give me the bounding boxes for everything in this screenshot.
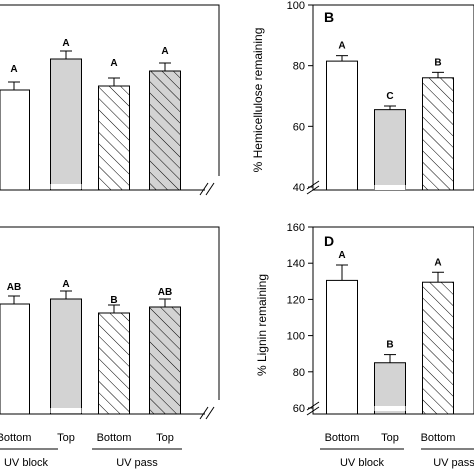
panel-a-frame: [0, 4, 220, 176]
panel-a-sig-3: A: [161, 46, 168, 57]
panel-d-ylabel: % Lignin remaining: [255, 274, 269, 376]
panel-a-bar-1: [50, 58, 82, 191]
panel-d-y-axis: 60 80 100 120 140 160: [287, 222, 320, 416]
panel-c-sig-2: B: [110, 295, 117, 306]
group-label-left-uv-pass: UV pass: [116, 457, 158, 469]
panel-d-letter: D: [324, 233, 334, 249]
panel-b-letter: B: [324, 9, 334, 25]
panel-d-ytick-label-3: 120: [287, 294, 305, 306]
panel-c-break-band: [50, 408, 82, 413]
group-label-left-uv-block: UV block: [4, 457, 49, 469]
group-label-right-uv-pass: UV pass: [433, 457, 474, 469]
panel-c-category-2: Bottom: [97, 432, 132, 444]
panel-c-category-1: Top: [57, 432, 75, 444]
panel-d-ytick-label-1: 80: [293, 367, 305, 379]
panel-b-ylabel: % Hemicellulose remaining: [251, 28, 265, 173]
panel-d-ytick-label-5: 160: [287, 222, 305, 234]
panel-b-ytick-label-0: 40: [293, 182, 305, 194]
panel-d-sig-0: A: [338, 250, 345, 261]
panel-c-bar-3: [149, 306, 181, 415]
panel-d: D % Lignin remaining 60 80 100 120 140 160 A B…: [255, 222, 474, 444]
panel-c-bar-2: [98, 312, 130, 415]
panel-b-sig-0: A: [338, 41, 345, 52]
panel-a-bar-0: [0, 89, 30, 191]
panel-a-sig-1: A: [62, 38, 69, 49]
panel-a-sig-0: A: [10, 64, 17, 75]
panel-c-frame: [0, 226, 220, 400]
panel-b-ybreak-2: [306, 185, 320, 195]
group-label-right-uv-block: UV block: [340, 457, 385, 469]
panel-b-bar-1: [374, 109, 406, 191]
panel-b-sig-2: B: [434, 57, 441, 68]
panel-d-ytick-label-0: 60: [293, 403, 305, 415]
panel-a-bar-3: [149, 70, 181, 191]
panel-d-break-band: [374, 406, 406, 411]
panel-d-sig-1: B: [386, 340, 393, 351]
panel-b-y-axis: 40 60 80 100: [287, 0, 320, 195]
panel-b-ytick-label-3: 100: [287, 0, 305, 12]
panel-d-ytick-label-2: 100: [287, 331, 305, 343]
panel-d-ytick-label-4: 140: [287, 258, 305, 270]
panel-a-break-mark-2: [205, 182, 215, 196]
panel-c-bar-0: [0, 303, 30, 415]
panel-b-sig-1: C: [386, 91, 393, 102]
panel-b-ytick-label-1: 60: [293, 121, 305, 133]
panel-c-bar-1: [50, 298, 82, 415]
panel-a-sig-2: A: [110, 58, 117, 69]
panel-b-ybreak-1: [306, 180, 320, 190]
panel-d-bars: A B A: [326, 250, 454, 415]
panel-c-category-0: Bottom: [0, 432, 31, 444]
panel-c-category-labels: Bottom Top Bottom Top: [0, 432, 174, 444]
panel-a: A A A A: [0, 4, 220, 196]
panel-b-break-band: [374, 185, 406, 190]
group-labels: UV block UV pass UV block UV pass: [0, 448, 474, 469]
panel-d-sig-2: A: [434, 257, 441, 268]
panel-c-sig-3: AB: [158, 287, 172, 298]
panel-b: B % Hemicellulose remaining 40 60 80 100 A C…: [251, 0, 474, 195]
panel-d-ybreak-1: [306, 401, 320, 411]
panel-b-bars: A C B: [326, 41, 454, 191]
panel-b-bar-0: [326, 60, 358, 191]
panel-c-sig-1: A: [62, 279, 69, 290]
panel-c-sig-0: AB: [7, 282, 21, 293]
panel-b-bar-2: [422, 77, 454, 191]
panel-a-bar-2: [98, 85, 130, 191]
panel-d-category-1: Top: [381, 432, 399, 444]
panel-a-bars: A A A A: [0, 38, 181, 191]
panel-d-ybreak-2: [306, 406, 320, 416]
panel-c-break-mark-1: [199, 406, 209, 420]
panel-d-category-0: Bottom: [325, 432, 360, 444]
panel-a-break-mark-1: [199, 182, 209, 196]
panel-d-bar-2: [422, 281, 454, 415]
panel-d-category-labels: Bottom Top Bottom: [325, 432, 456, 444]
panel-c-category-3: Top: [156, 432, 174, 444]
panel-a-break-band: [50, 184, 82, 189]
panel-c-break-mark-2: [205, 406, 215, 420]
panel-d-category-2: Bottom: [421, 432, 456, 444]
panel-d-bar-0: [326, 279, 358, 415]
panel-d-bar-1: [374, 362, 406, 415]
panel-b-ytick-label-2: 80: [293, 61, 305, 73]
